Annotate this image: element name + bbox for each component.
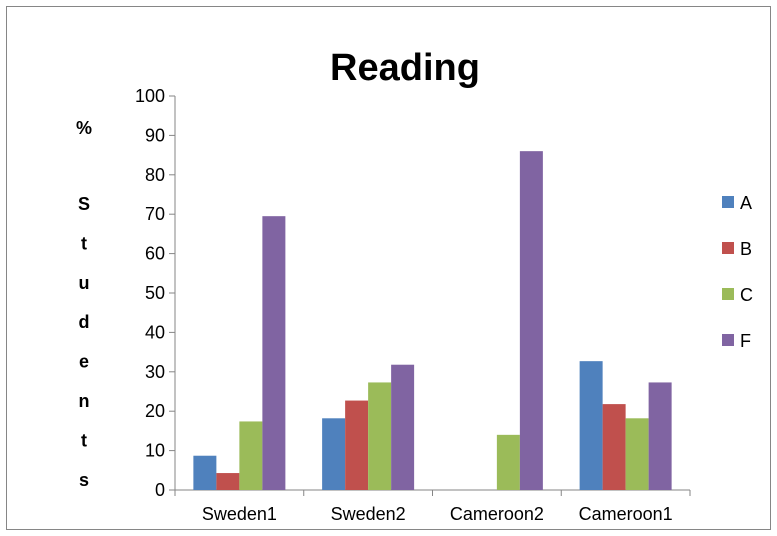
y-tick-label: 40: [145, 322, 165, 342]
x-category-label: Sweden1: [202, 504, 277, 524]
legend-swatch-b: [722, 242, 734, 254]
legend: A B C F: [722, 193, 753, 351]
x-axis-categories: Sweden1 Sweden2 Cameroon2 Cameroon1: [202, 504, 673, 524]
bar-f-cameroon2: [519, 151, 543, 490]
x-category-label: Cameroon2: [450, 504, 544, 524]
bar-a-sweden1: [193, 455, 217, 490]
bar-b-cameroon1: [602, 404, 626, 490]
legend-swatch-a: [722, 196, 734, 208]
legend-swatch-c: [722, 288, 734, 300]
bar-a-sweden2: [322, 418, 346, 490]
y-axis-label-percent: %: [76, 118, 92, 138]
bar-a-cameroon1: [579, 361, 603, 490]
y-tick-label: 30: [145, 362, 165, 382]
y-axis-ticks: 0 10 20 30 40 50 60 70 80 90 100: [135, 86, 175, 500]
y-tick-label: 0: [155, 480, 165, 500]
y-tick-label: 90: [145, 125, 165, 145]
bar-f-cameroon1: [648, 382, 672, 490]
bar-f-sweden1: [262, 216, 286, 491]
bar-b-sweden1: [216, 473, 240, 490]
y-tick-label: 50: [145, 283, 165, 303]
x-category-label: Cameroon1: [579, 504, 673, 524]
legend-label-a: A: [740, 193, 752, 213]
bar-b-sweden2: [345, 400, 369, 490]
y-tick-label: 10: [145, 441, 165, 461]
y-tick-label: 80: [145, 165, 165, 185]
y-tick-label: 20: [145, 401, 165, 421]
legend-label-c: C: [740, 285, 753, 305]
bar-c-cameroon2: [496, 434, 520, 490]
chart-title: Reading: [330, 47, 480, 89]
legend-swatch-f: [722, 334, 734, 346]
x-category-label: Sweden2: [331, 504, 406, 524]
bars: [193, 151, 672, 491]
y-tick-label: 70: [145, 204, 165, 224]
y-tick-label: 100: [135, 86, 165, 106]
y-tick-label: 60: [145, 244, 165, 264]
legend-label-f: F: [740, 331, 751, 351]
legend-label-b: B: [740, 239, 752, 259]
bar-c-cameroon1: [625, 418, 649, 490]
bar-f-sweden2: [391, 364, 415, 490]
bar-c-sweden2: [368, 382, 392, 490]
bar-c-sweden1: [239, 421, 263, 490]
